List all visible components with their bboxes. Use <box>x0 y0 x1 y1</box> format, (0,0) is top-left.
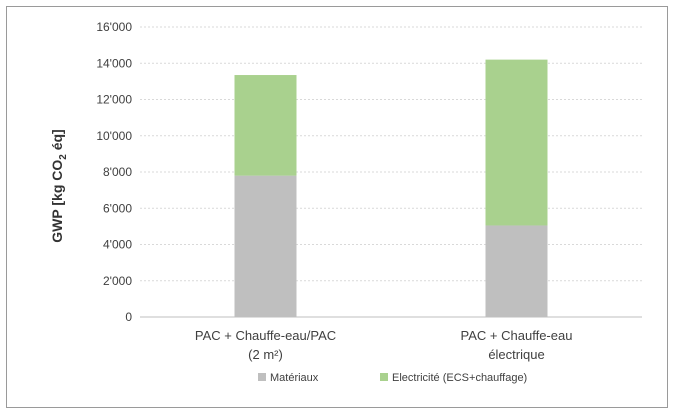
bar-materiaux-0 <box>234 175 297 317</box>
y-axis-title-sub: 2 <box>58 154 69 160</box>
category-labels: PAC + Chauffe-eau/PAC (2 m²) PAC + Chauffe… <box>195 328 573 362</box>
bar-electricite-1 <box>485 59 548 226</box>
y-tick-labels: 0 2'000 4'000 6'000 8'000 10'000 12'000 14'000 1… <box>96 20 132 324</box>
legend: Matériaux Electricité (ECS+chauffage) <box>258 372 527 384</box>
gridlines <box>140 26 642 318</box>
y-tick-label: 10'000 <box>96 129 132 143</box>
y-tick-label: 12'000 <box>96 93 132 107</box>
y-tick-label: 2'000 <box>103 274 132 288</box>
legend-swatch <box>380 373 388 381</box>
y-axis-title-main: GWP [kg CO <box>49 160 65 243</box>
y-tick-label: 16'000 <box>96 20 132 34</box>
y-tick-label: 4'000 <box>103 238 132 252</box>
category-label: PAC + Chauffe-eau/PAC (2 m²) <box>195 328 336 362</box>
y-tick-label: 6'000 <box>103 201 132 215</box>
y-tick-label: 14'000 <box>96 56 132 70</box>
legend-swatch <box>258 373 266 381</box>
y-tick-label: 0 <box>125 310 132 324</box>
bar-materiaux-1 <box>485 225 548 317</box>
bars <box>234 59 548 317</box>
y-axis-title-tail: éq] <box>49 129 65 154</box>
category-label: PAC + Chauffe-eau électrique <box>461 328 573 362</box>
y-axis-title: GWP [kg CO2 éq] <box>49 129 69 242</box>
legend-label: Matériaux <box>270 372 319 384</box>
chart-frame <box>6 6 668 408</box>
y-tick-label: 8'000 <box>103 165 132 179</box>
bar-electricite-0 <box>234 75 297 176</box>
legend-label: Electricité (ECS+chauffage) <box>392 372 527 384</box>
